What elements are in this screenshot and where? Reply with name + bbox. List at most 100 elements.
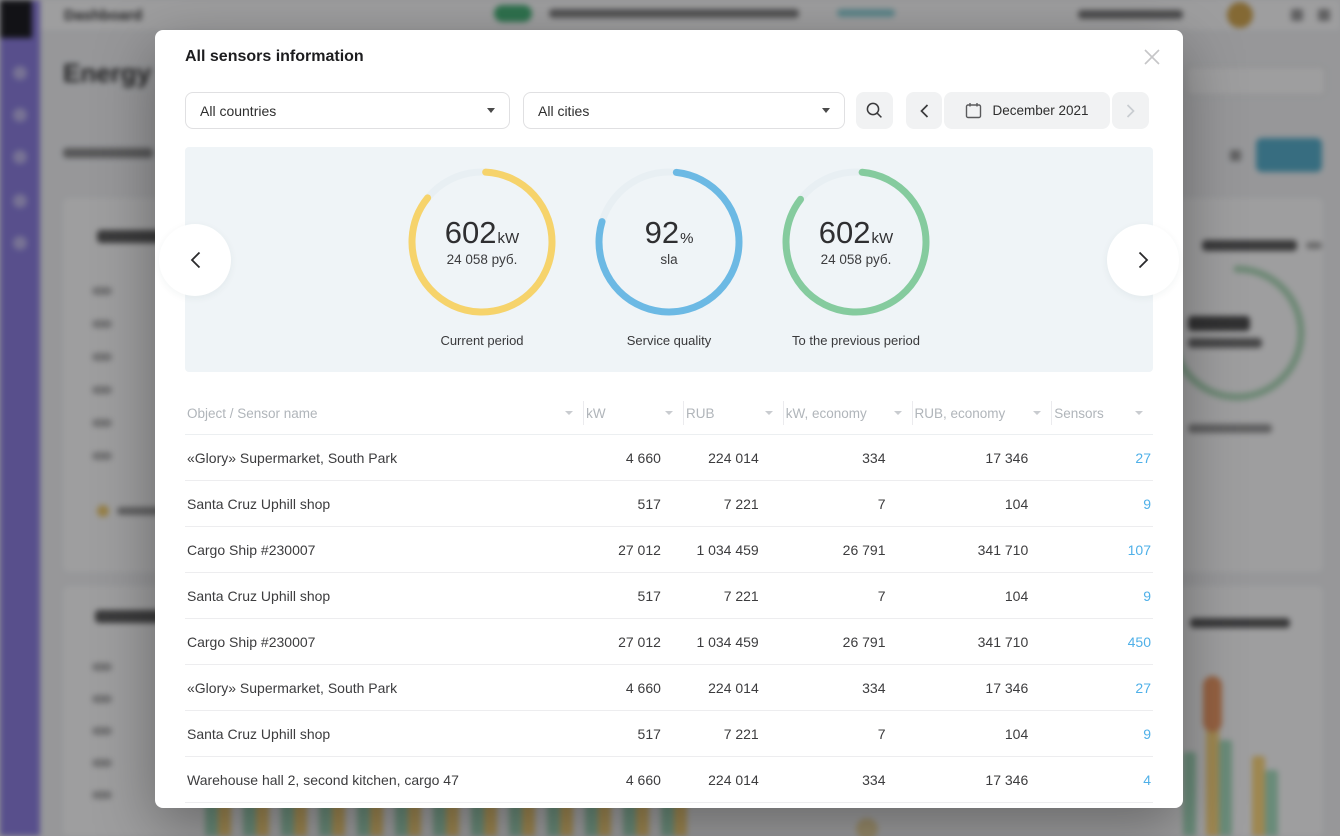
- date-picker[interactable]: December 2021: [944, 92, 1110, 129]
- column-header-0[interactable]: Object / Sensor name: [185, 401, 585, 425]
- table-row[interactable]: Warehouse hall 2, second kitchen, cargo …: [185, 757, 1153, 803]
- bg-right-card-action: [1306, 242, 1322, 249]
- sensors-count-link[interactable]: 27: [1135, 449, 1151, 466]
- gauge-value: 602: [444, 215, 497, 250]
- sensors-count-link[interactable]: 107: [1127, 541, 1151, 558]
- object-name-cell: Cargo Ship #230007: [187, 541, 316, 558]
- gauge-unit: kW: [497, 230, 520, 247]
- column-header-label: Object / Sensor name: [187, 405, 318, 421]
- calendar-icon: [966, 103, 982, 119]
- bg-bar: [1219, 740, 1232, 836]
- value-cell: 7 221: [723, 725, 759, 742]
- kpi-gauge: 602 kW 24 058 руб. To the previous period: [776, 167, 936, 348]
- sort-caret-icon: [1033, 411, 1042, 415]
- column-header-2[interactable]: RUB: [684, 401, 784, 425]
- table-row[interactable]: Santa Cruz Uphill shop 517 7 221 7 104 9: [185, 573, 1153, 619]
- value-cell: 17 346: [985, 449, 1029, 466]
- bg-bar: [1252, 756, 1265, 836]
- value-cell: 104: [1004, 587, 1029, 604]
- sensors-count-link[interactable]: 4: [1143, 771, 1151, 788]
- bg-gauge-sub-placeholder: [1188, 338, 1262, 348]
- value-cell: 341 710: [977, 541, 1029, 558]
- bg-bar: [1265, 770, 1278, 836]
- value-cell: 517: [637, 495, 661, 512]
- chevron-right-icon: [1138, 251, 1148, 268]
- kpi-gauge: 602 kW 24 058 руб. Current period: [402, 167, 562, 348]
- value-cell: 26 791: [842, 541, 886, 558]
- chevron-right-icon: [1126, 103, 1135, 118]
- gauge-unit: %: [680, 230, 694, 247]
- bg-axis-label: [92, 452, 112, 460]
- date-label: December 2021: [992, 103, 1089, 118]
- bg-topbar-link-placeholder: [837, 9, 895, 17]
- bg-axis-label: [92, 663, 112, 671]
- table-row[interactable]: «Glory» Supermarket, South Park 4 660 224 …: [185, 435, 1153, 481]
- sensors-count-link[interactable]: 9: [1143, 725, 1151, 742]
- value-cell: 224 014: [708, 449, 759, 466]
- carousel-next-button[interactable]: [1107, 223, 1179, 296]
- gauge-label: Service quality: [626, 333, 712, 348]
- chevron-left-icon: [190, 251, 200, 268]
- city-select-value: All cities: [538, 102, 590, 119]
- city-select[interactable]: All cities: [523, 92, 845, 129]
- sensors-count-link[interactable]: 450: [1127, 633, 1151, 650]
- bg-avatar: [1227, 2, 1253, 28]
- bg-axis-label: [92, 791, 112, 799]
- column-header-label: RUB, economy: [914, 405, 1006, 421]
- table-row[interactable]: Cargo Ship #230007 27 012 1 034 459 26 791 3…: [185, 527, 1153, 573]
- previous-month-button[interactable]: [906, 92, 942, 129]
- chevron-left-icon: [919, 103, 928, 118]
- table-row[interactable]: «Glory» Supermarket, South Park 4 660 224 …: [185, 665, 1153, 711]
- table-row[interactable]: Cargo Ship #230007 27 012 1 034 459 26 791 3…: [185, 619, 1153, 665]
- gauge-value: 602: [818, 215, 871, 250]
- country-select[interactable]: All countries: [185, 92, 510, 129]
- bg-sidebar-nav-icon: [13, 108, 27, 122]
- gauge-ring: 92% sla: [594, 167, 744, 317]
- bg-bar-highlight-marker: [1203, 676, 1222, 732]
- bg-gauge-value-placeholder: [1188, 316, 1250, 331]
- value-cell: 17 346: [985, 679, 1029, 696]
- next-month-button[interactable]: [1112, 92, 1149, 129]
- value-cell: 26 791: [842, 633, 886, 650]
- bg-clear-icon: [1230, 150, 1241, 161]
- close-button[interactable]: [1137, 42, 1167, 72]
- bg-axis-label: [92, 695, 112, 703]
- filter-row: All countries All cities: [185, 92, 1153, 129]
- carousel-previous-button[interactable]: [159, 223, 231, 296]
- object-name-cell: «Glory» Supermarket, South Park: [187, 449, 398, 466]
- table-header-row: Object / Sensor name kW RUB kW, economy RUB,…: [185, 392, 1153, 435]
- column-header-label: Sensors: [1054, 405, 1104, 421]
- bg-bar: [1206, 726, 1219, 836]
- bg-status-badge: [494, 5, 532, 22]
- sensors-count-link[interactable]: 9: [1143, 495, 1151, 512]
- kpi-gauge: 92% sla Service quality: [589, 167, 749, 348]
- bg-select-placeholder: [1186, 66, 1326, 96]
- sensors-count-link[interactable]: 9: [1143, 587, 1151, 604]
- value-cell: 7 221: [723, 495, 759, 512]
- bg-apply-button: [1256, 138, 1322, 172]
- value-cell: 517: [637, 587, 661, 604]
- bg-legend-label: [117, 507, 187, 515]
- value-cell: 517: [637, 725, 661, 742]
- value-cell: 27 012: [618, 541, 661, 558]
- bg-filter-placeholder: [63, 148, 153, 158]
- object-name-cell: Santa Cruz Uphill shop: [187, 495, 331, 512]
- column-header-1[interactable]: kW: [584, 401, 684, 425]
- bg-topbar-title: Dashboard: [64, 7, 143, 24]
- bg-legend-dot: [97, 505, 109, 517]
- column-header-3[interactable]: kW, economy: [784, 401, 913, 425]
- column-header-4[interactable]: RUB, economy: [913, 401, 1053, 425]
- bg-right-card-title: [1202, 240, 1297, 251]
- column-header-5[interactable]: Sensors: [1052, 401, 1153, 425]
- bg-axis-label: [92, 727, 112, 735]
- table-row[interactable]: Santa Cruz Uphill shop 517 7 221 7 104 9: [185, 711, 1153, 757]
- bg-axis-label: [92, 759, 112, 767]
- object-name-cell: «Glory» Supermarket, South Park: [187, 679, 398, 696]
- sensors-count-link[interactable]: 27: [1135, 679, 1151, 696]
- table-row[interactable]: Santa Cruz Uphill shop 517 7 221 7 104 9: [185, 481, 1153, 527]
- value-cell: 1 034 459: [696, 633, 759, 650]
- sort-caret-icon: [764, 411, 773, 415]
- search-button[interactable]: [856, 92, 893, 129]
- bg-green-gauge: [1169, 265, 1305, 401]
